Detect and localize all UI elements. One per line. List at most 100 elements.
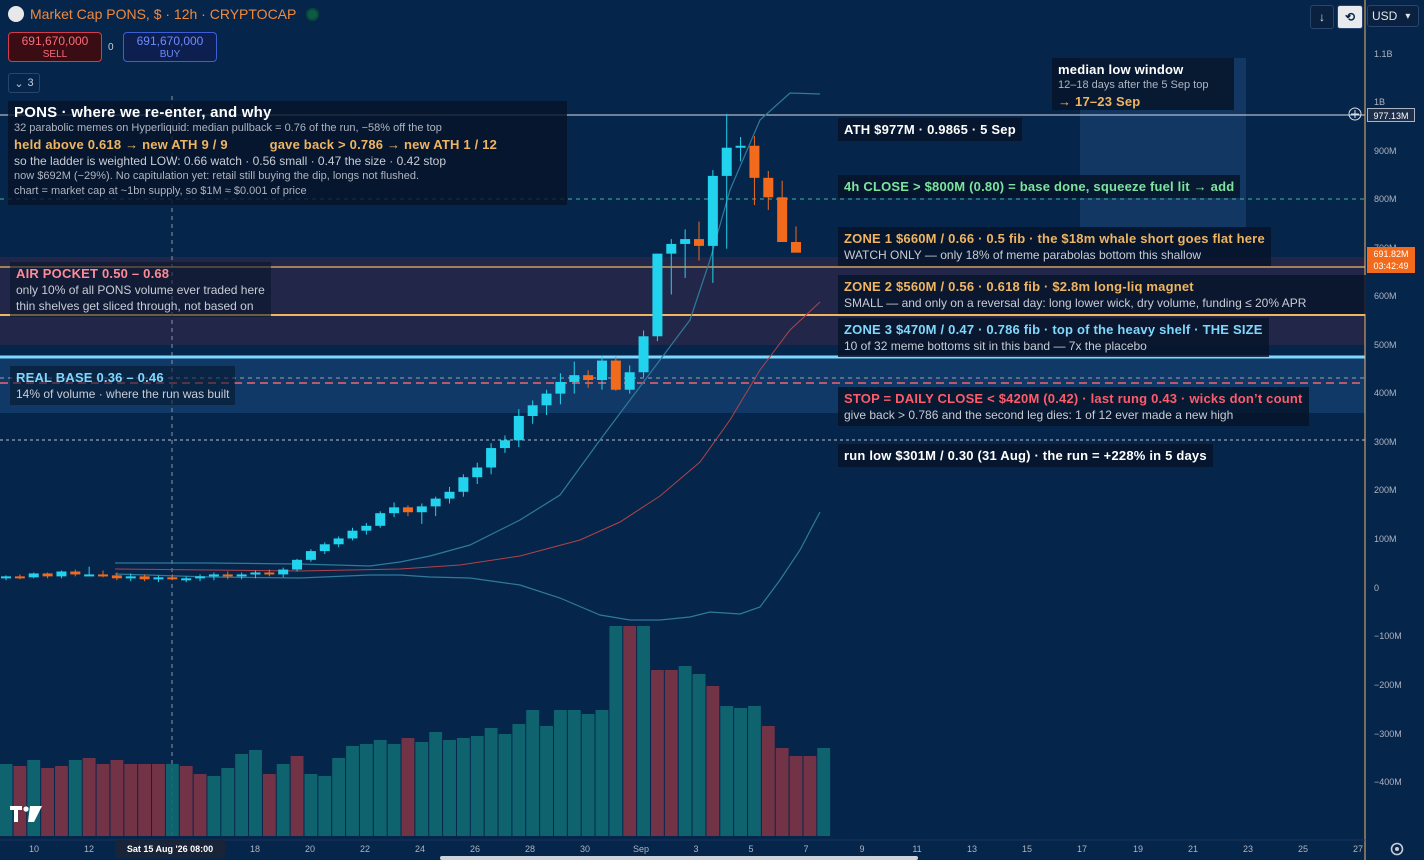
volume-bar xyxy=(68,760,82,836)
candle xyxy=(444,486,455,504)
volume-bar xyxy=(512,724,526,836)
time-axis-label: 22 xyxy=(359,844,371,854)
real-base-line1: 14% of volume · where the run was built xyxy=(16,387,230,401)
ath-axis-tag: 977.13M xyxy=(1367,108,1415,122)
candle xyxy=(763,171,774,210)
candle xyxy=(555,373,566,405)
time-axis-label: 9 xyxy=(859,844,865,854)
candle xyxy=(735,137,746,162)
candle xyxy=(472,462,483,485)
volume-bar xyxy=(789,756,803,836)
volume-bar xyxy=(262,774,276,836)
time-axis-label: 5 xyxy=(748,844,754,854)
volume-bar xyxy=(318,776,332,836)
price-axis-label: −300M xyxy=(1374,729,1402,739)
volume-bar xyxy=(540,726,553,836)
snapshot-button[interactable]: ⟲ xyxy=(1337,5,1363,29)
candle xyxy=(694,221,704,261)
candle xyxy=(527,400,538,424)
time-axis-label: 28 xyxy=(524,844,536,854)
intro-line2b: gave back > 0.786 → new ATH 1 / 12 xyxy=(269,137,498,152)
close4h-text: 4h CLOSE > $800M (0.80) = base done, squ… xyxy=(844,179,1235,194)
currency-select[interactable]: USD ▾ xyxy=(1367,5,1419,27)
candle xyxy=(181,576,192,583)
indicators-toggle[interactable]: ⌄ 3 xyxy=(8,73,40,93)
gear-icon[interactable] xyxy=(1390,842,1404,856)
volume-bar xyxy=(637,626,650,836)
stop-panel: STOP = DAILY CLOSE < $420M (0.42) · last… xyxy=(838,387,1309,426)
volume-bar xyxy=(387,744,401,836)
candle xyxy=(56,570,67,579)
zone1-title: ZONE 1 $660M / 0.66 · 0.5 fib · the $18m… xyxy=(844,231,1265,246)
zone3-sub: 10 of 32 meme bottoms sit in this band —… xyxy=(844,339,1147,353)
price-axis-label: 600M xyxy=(1374,291,1397,301)
candle xyxy=(361,522,372,535)
time-axis-label: 25 xyxy=(1297,844,1309,854)
volume-bar xyxy=(235,754,249,836)
intro-line3: so the ladder is weighted LOW: 0.66 watc… xyxy=(14,154,447,168)
last-price-value: 691.82M xyxy=(1373,249,1409,259)
time-axis-label: 30 xyxy=(579,844,591,854)
volume-bar xyxy=(55,766,68,836)
zone3-title: ZONE 3 $470M / 0.47 · 0.786 fib · top of… xyxy=(844,322,1263,337)
bollinger-lower xyxy=(114,511,821,621)
volume-bar xyxy=(332,758,346,836)
candle xyxy=(1,575,11,581)
candle xyxy=(610,356,621,391)
volume-bar xyxy=(179,766,193,836)
chart-header: Market Cap PONS, $ · 12h · CRYPTOCAP xyxy=(8,6,320,22)
candle xyxy=(791,226,802,253)
volume-bar xyxy=(207,776,221,836)
volume-bar xyxy=(401,738,415,836)
zone1-sub: WATCH ONLY — only 18% of meme parabolas … xyxy=(844,248,1202,262)
volume-bar xyxy=(443,740,456,836)
candle xyxy=(222,571,233,580)
intro-title: PONS · where we re-enter, and why xyxy=(14,104,272,121)
sell-button[interactable]: 691,670,000 SELL xyxy=(8,32,102,62)
volume-bar xyxy=(595,710,609,836)
candle xyxy=(638,330,649,378)
volume-bar xyxy=(373,740,387,836)
indicators-count: 3 xyxy=(27,77,34,89)
candle xyxy=(28,572,39,579)
volume-bar xyxy=(678,666,692,836)
time-axis-label: 23 xyxy=(1242,844,1254,854)
time-axis-label: 19 xyxy=(1132,844,1144,854)
market-status-icon xyxy=(306,7,320,21)
volume-bar xyxy=(138,764,152,836)
candle xyxy=(707,170,718,283)
candle xyxy=(721,114,732,249)
air-pocket-line2: thin shelves get sliced through, not bas… xyxy=(16,299,254,313)
candle xyxy=(292,558,303,572)
volume-bar xyxy=(456,738,470,836)
time-axis-label: 18 xyxy=(249,844,261,854)
volume-bar xyxy=(13,766,27,836)
zone2-panel: ZONE 2 $560M / 0.56 · 0.618 fib · $2.8m … xyxy=(838,275,1366,314)
ath-text: ATH $977M · 0.9865 · 5 Sep xyxy=(844,122,1016,137)
volume-bar xyxy=(41,768,55,836)
candle xyxy=(486,443,497,475)
price-axis-label: −100M xyxy=(1374,631,1402,641)
median-range: → 17–23 Sep xyxy=(1058,94,1141,109)
time-axis-label: 20 xyxy=(304,844,316,854)
time-axis-label: 17 xyxy=(1076,844,1088,854)
chart-title[interactable]: Market Cap PONS, $ · 12h · CRYPTOCAP xyxy=(30,6,297,22)
volume-bar xyxy=(609,626,623,836)
zone2-sub: SMALL — and only on a reversal day: long… xyxy=(844,296,1307,310)
volume-bar xyxy=(0,764,13,836)
candle xyxy=(666,239,677,295)
candle xyxy=(153,575,164,583)
crosshair-plus-icon[interactable] xyxy=(1348,107,1362,121)
candle xyxy=(125,573,136,582)
download-button[interactable]: ↓ xyxy=(1310,5,1334,29)
zone2-title: ZONE 2 $560M / 0.56 · 0.618 fib · $2.8m … xyxy=(844,279,1194,294)
time-scrollbar[interactable] xyxy=(440,856,918,860)
zone1-panel: ZONE 1 $660M / 0.66 · 0.5 fib · the $18m… xyxy=(838,227,1271,266)
candle xyxy=(416,503,427,524)
intro-line1: 32 parabolic memes on Hyperliquid: media… xyxy=(14,122,442,134)
buy-button[interactable]: 691,670,000 BUY xyxy=(123,32,217,62)
volume-bar xyxy=(761,726,775,836)
candle xyxy=(680,229,691,278)
volume-bar xyxy=(553,710,567,836)
candle xyxy=(458,474,469,497)
